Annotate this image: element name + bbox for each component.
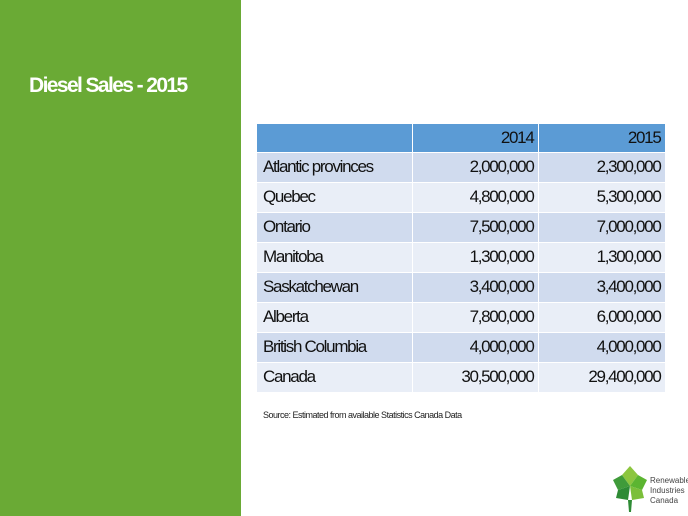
region-name: Saskatchewan [257, 272, 413, 303]
region-name: Alberta [257, 302, 413, 333]
value-2015: 6,000,000 [538, 302, 666, 333]
table-row: Manitoba 1,300,000 1,300,000 [257, 242, 666, 273]
header-2014: 2014 [412, 124, 539, 153]
source-note: Source: Estimated from available Statist… [263, 410, 462, 420]
diesel-sales-table: 2014 2015 Atlantic provinces 2,000,000 2… [257, 124, 666, 393]
table-header-row: 2014 2015 [257, 124, 666, 153]
header-empty [257, 124, 413, 153]
table-row: Alberta 7,800,000 6,000,000 [257, 302, 666, 333]
value-2014: 2,000,000 [412, 152, 539, 183]
value-2015: 5,300,000 [538, 182, 666, 213]
green-sidebar [0, 0, 241, 516]
value-2014: 4,000,000 [412, 332, 539, 363]
logo-line-1: Renewable [650, 476, 688, 485]
region-name: Manitoba [257, 242, 413, 273]
maple-leaf-icon [613, 466, 647, 512]
table-row: Quebec 4,800,000 5,300,000 [257, 182, 666, 213]
table-row: British Columbia 4,000,000 4,000,000 [257, 332, 666, 363]
value-2014: 1,300,000 [412, 242, 539, 273]
region-name: Ontario [257, 212, 413, 243]
value-2014: 7,500,000 [412, 212, 539, 243]
company-logo-text: Renewable Industries Canada [650, 476, 688, 506]
value-2015: 3,400,000 [538, 272, 666, 303]
slide-title: Diesel Sales - 2015 [29, 74, 188, 97]
value-2015: 29,400,000 [538, 362, 666, 393]
table-row: Saskatchewan 3,400,000 3,400,000 [257, 272, 666, 303]
value-2015: 1,300,000 [538, 242, 666, 273]
table-row: Ontario 7,500,000 7,000,000 [257, 212, 666, 243]
value-2014: 3,400,000 [412, 272, 539, 303]
value-2014: 4,800,000 [412, 182, 539, 213]
value-2014: 30,500,000 [412, 362, 539, 393]
table-row-total: Canada 30,500,000 29,400,000 [257, 362, 666, 393]
logo-line-3: Canada [650, 496, 679, 505]
region-name: Atlantic provinces [257, 152, 413, 183]
region-name: Quebec [257, 182, 413, 213]
header-2015: 2015 [538, 124, 666, 153]
table-row: Atlantic provinces 2,000,000 2,300,000 [257, 152, 666, 183]
region-name: Canada [257, 362, 413, 393]
value-2014: 7,800,000 [412, 302, 539, 333]
region-name: British Columbia [257, 332, 413, 363]
value-2015: 7,000,000 [538, 212, 666, 243]
value-2015: 4,000,000 [538, 332, 666, 363]
value-2015: 2,300,000 [538, 152, 666, 183]
logo-line-2: Industries [650, 486, 685, 495]
